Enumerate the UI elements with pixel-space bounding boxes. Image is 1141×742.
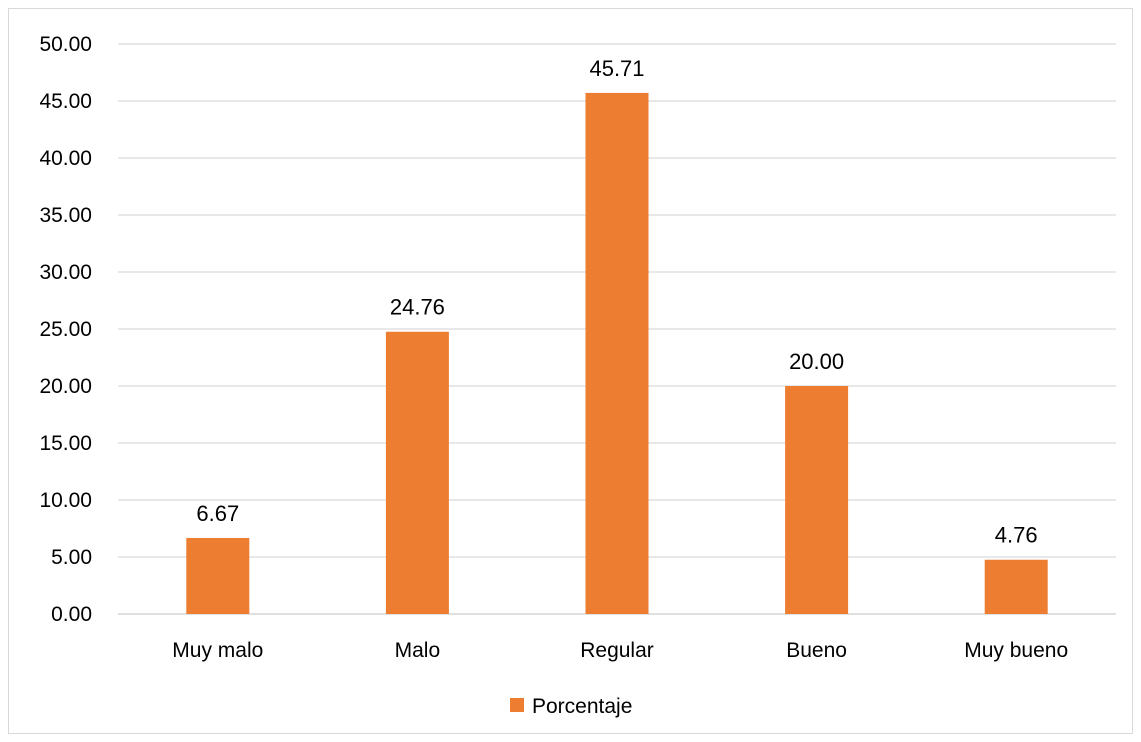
y-tick-label: 50.00 bbox=[39, 33, 92, 56]
y-tick-label: 20.00 bbox=[39, 375, 92, 398]
y-tick-label: 5.00 bbox=[51, 546, 92, 569]
y-tick-label: 10.00 bbox=[39, 489, 92, 512]
data-label: 24.76 bbox=[390, 295, 445, 320]
legend-swatch bbox=[510, 698, 524, 712]
y-tick-label: 0.00 bbox=[51, 603, 92, 626]
x-tick-label: Muy bueno bbox=[964, 639, 1068, 662]
bars bbox=[186, 92, 1048, 614]
bar-malo bbox=[385, 331, 449, 614]
bar-muy-malo bbox=[186, 537, 250, 614]
bar-regular bbox=[585, 92, 649, 614]
data-label: 45.71 bbox=[589, 56, 644, 81]
data-label: 6.67 bbox=[196, 501, 239, 526]
y-tick-label: 45.00 bbox=[39, 90, 92, 113]
bar-bueno bbox=[785, 386, 849, 614]
x-tick-label: Malo bbox=[395, 639, 441, 662]
y-tick-label: 15.00 bbox=[39, 432, 92, 455]
x-tick-label: Bueno bbox=[786, 639, 847, 662]
legend: Porcentaje bbox=[510, 695, 632, 718]
y-axis-ticks: 0.00 5.00 10.00 15.00 20.00 25.00 30.00 35.00 40… bbox=[39, 33, 92, 626]
data-label: 20.00 bbox=[789, 349, 844, 374]
y-tick-label: 35.00 bbox=[39, 204, 92, 227]
y-tick-label: 25.00 bbox=[39, 318, 92, 341]
bar-muy-bueno bbox=[984, 559, 1048, 614]
data-labels: 6.67 24.76 45.71 20.00 4.76 bbox=[196, 56, 1037, 548]
data-label: 4.76 bbox=[995, 523, 1038, 548]
x-axis-ticks: Muy malo Malo Regular Bueno Muy bueno bbox=[172, 639, 1068, 662]
x-tick-label: Muy malo bbox=[172, 639, 263, 662]
y-tick-label: 30.00 bbox=[39, 261, 92, 284]
x-tick-label: Regular bbox=[580, 639, 654, 662]
legend-label: Porcentaje bbox=[532, 695, 632, 718]
y-tick-label: 40.00 bbox=[39, 147, 92, 170]
